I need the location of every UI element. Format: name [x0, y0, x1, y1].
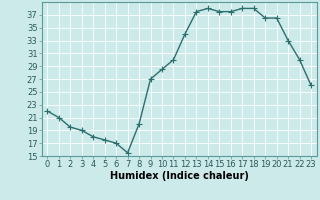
- X-axis label: Humidex (Indice chaleur): Humidex (Indice chaleur): [110, 171, 249, 181]
